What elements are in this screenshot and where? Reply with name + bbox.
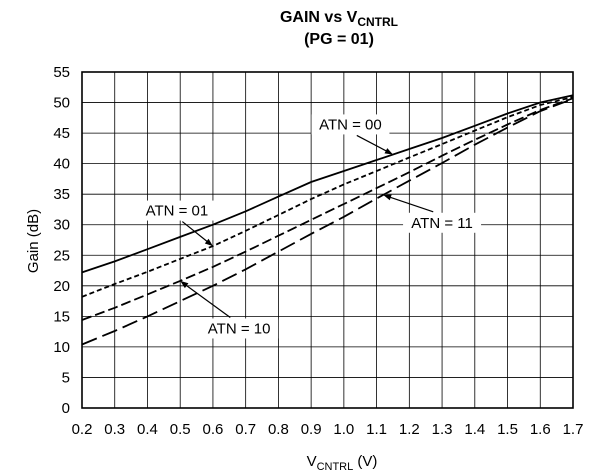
annotation-label: ATN = 01 <box>146 203 209 220</box>
y-tick-label: 30 <box>53 217 70 234</box>
y-tick-label: 50 <box>53 95 70 112</box>
x-tick-label: 0.6 <box>203 421 224 438</box>
x-axis-label-main: V <box>307 453 317 470</box>
x-tick-label: 0.2 <box>72 421 93 438</box>
annotation-leader <box>389 197 433 212</box>
annotation-leader <box>185 284 230 317</box>
chart-title-main: GAIN vs V <box>280 9 358 26</box>
x-tick-label: 0.9 <box>301 421 322 438</box>
annotation-label: ATN = 11 <box>411 215 473 232</box>
x-tick-label: 1.2 <box>399 421 420 438</box>
annotation-leader <box>357 135 388 151</box>
y-tick-label: 25 <box>53 247 70 264</box>
x-tick-label: 1.1 <box>366 421 387 438</box>
y-tick-label: 45 <box>53 125 70 142</box>
x-tick-label: 0.7 <box>235 421 256 438</box>
chart-title-line2: (PG = 01) <box>304 31 374 48</box>
y-tick-label: 15 <box>53 308 70 325</box>
y-tick-label: 40 <box>53 156 70 173</box>
annotation-label: ATN = 00 <box>319 116 382 133</box>
x-tick-label: 1.3 <box>432 421 453 438</box>
x-tick-label: 0.4 <box>137 421 158 438</box>
series-line-4 <box>82 99 573 345</box>
annotation-arrowhead <box>383 195 392 201</box>
x-tick-label: 0.8 <box>268 421 289 438</box>
annotations: ATN = 00 ATN = 01 ATN = 10 ATN = 11 <box>138 114 481 338</box>
y-tick-label: 10 <box>53 339 70 356</box>
chart-title-subscript: CNTRL <box>357 15 398 29</box>
x-tick-label: 1.0 <box>333 421 354 438</box>
x-axis-label: VCNTRL (V) <box>307 453 378 473</box>
y-tick-label: 20 <box>53 278 70 295</box>
y-axis-label: Gain (dB) <box>25 209 42 273</box>
x-tick-label: 1.6 <box>530 421 551 438</box>
annotation-arrowhead <box>384 148 392 154</box>
x-axis-label-unit: (V) <box>353 453 377 470</box>
x-tick-label: 1.4 <box>464 421 485 438</box>
chart-title-line1: GAIN vs VCNTRL <box>280 9 398 29</box>
x-tick-label: 0.3 <box>104 421 125 438</box>
annotation-label: ATN = 10 <box>208 320 271 337</box>
x-tick-label: 1.7 <box>563 421 584 438</box>
y-tick-label: 5 <box>62 369 70 386</box>
x-tick-label: 1.5 <box>497 421 518 438</box>
y-tick-label: 0 <box>62 400 70 417</box>
x-tick-label: 0.5 <box>170 421 191 438</box>
x-axis-label-subscript: CNTRL <box>317 461 354 473</box>
annotation-arrowhead <box>180 281 188 288</box>
y-tick-label: 35 <box>53 186 70 203</box>
y-tick-label: 55 <box>53 64 70 81</box>
